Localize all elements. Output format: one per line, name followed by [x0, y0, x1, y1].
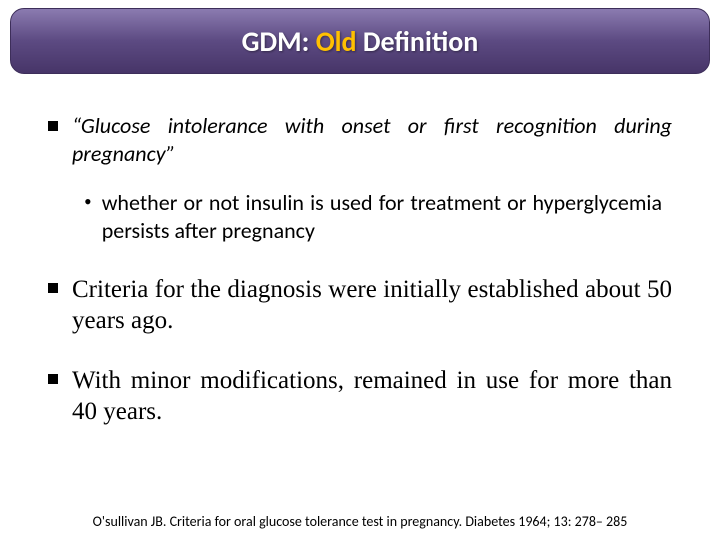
citation-text: O'sullivan JB. Criteria for oral glucose…: [0, 513, 720, 530]
bullet-text: Criteria for the diagnosis were initiall…: [72, 274, 672, 337]
bullet-item: “Glucose intolerance with onset or first…: [48, 112, 672, 167]
square-bullet-icon: [48, 374, 58, 384]
title-bar: GDM: Old Definition: [10, 8, 710, 74]
bullet-item: With minor modifications, remained in us…: [48, 365, 672, 428]
bullet-item: Criteria for the diagnosis were initiall…: [48, 274, 672, 337]
content-area: “Glucose intolerance with onset or first…: [0, 74, 720, 427]
square-bullet-icon: [48, 283, 58, 293]
sub-bullet-item: • whether or not insulin is used for tre…: [84, 189, 672, 244]
slide-title: GDM: Old Definition: [242, 24, 479, 59]
bullet-text: “Glucose intolerance with onset or first…: [72, 112, 672, 167]
bullet-text: whether or not insulin is used for treat…: [102, 189, 662, 244]
title-prefix: GDM:: [242, 24, 316, 59]
square-bullet-icon: [48, 121, 58, 131]
title-suffix: Definition: [357, 24, 479, 59]
title-highlight: Old: [316, 24, 357, 59]
bullet-text: With minor modifications, remained in us…: [72, 365, 672, 428]
dot-bullet-icon: •: [84, 189, 92, 244]
